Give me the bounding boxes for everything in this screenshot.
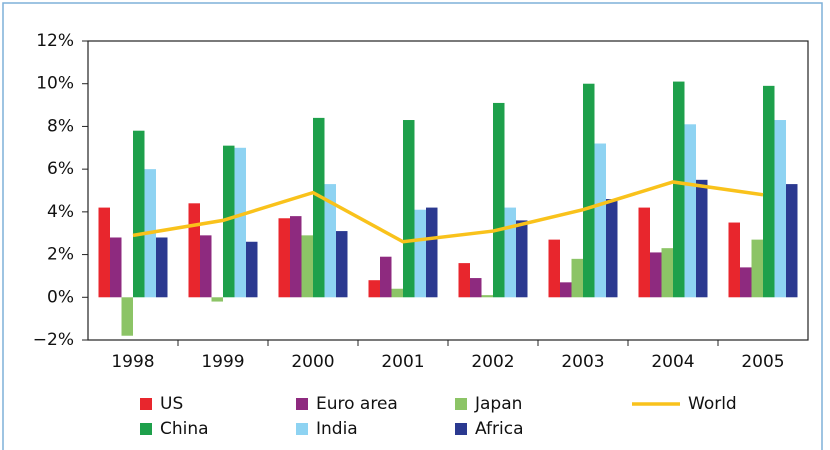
legend-swatch (296, 398, 308, 410)
y-tick-label: 10% (36, 74, 74, 94)
legend-swatch (296, 423, 308, 435)
bar (368, 280, 380, 298)
bar (470, 278, 482, 298)
bar (391, 288, 403, 298)
x-tick-label: 1998 (111, 352, 154, 372)
x-tick-label: 1999 (201, 352, 244, 372)
legend-label: Japan (474, 394, 522, 414)
y-tick-label: 8% (47, 116, 74, 136)
bar (650, 252, 662, 298)
bar (673, 81, 685, 298)
bar (133, 130, 145, 298)
legend-swatch (140, 398, 152, 410)
y-tick-label: 4% (47, 202, 74, 222)
bar (223, 145, 235, 298)
legend-label: World (688, 394, 737, 414)
bar (313, 117, 325, 298)
legend-swatch (455, 423, 467, 435)
x-tick-label: 2002 (471, 352, 514, 372)
y-tick-label: 0% (47, 287, 74, 307)
bar (403, 120, 415, 298)
y-tick-label: 2% (47, 245, 74, 265)
bar (188, 203, 200, 298)
bar (661, 248, 673, 298)
x-tick-label: 2001 (381, 352, 424, 372)
legend-label: Africa (475, 419, 524, 439)
bar (606, 199, 618, 298)
bar (516, 220, 528, 298)
bar (696, 179, 708, 298)
bar (763, 85, 775, 298)
x-tick-label: 2000 (291, 352, 334, 372)
bar (324, 184, 336, 298)
legend-swatch (140, 423, 152, 435)
legend-label: India (316, 419, 358, 439)
bar (684, 124, 696, 298)
bar (774, 120, 786, 298)
bar (751, 239, 763, 298)
y-tick-label: 6% (47, 159, 74, 179)
bar (211, 297, 223, 302)
legend-label: US (160, 394, 183, 414)
bar (290, 216, 302, 298)
bar (380, 256, 392, 298)
bar (786, 184, 798, 298)
bar (493, 102, 505, 298)
bar (414, 209, 426, 298)
bar (583, 83, 595, 298)
bar (548, 239, 560, 298)
bar (728, 222, 740, 298)
y-tick-label: 12% (36, 31, 74, 51)
legend-label: Euro area (316, 394, 398, 414)
legend-label: China (160, 419, 209, 439)
bar (278, 218, 290, 298)
bar (336, 231, 348, 298)
bar (638, 207, 650, 298)
plot-frame (87, 40, 809, 341)
bar (234, 147, 246, 298)
line (132, 180, 764, 244)
y-tick-label: −2% (33, 330, 74, 350)
bar (571, 258, 583, 298)
bar (156, 237, 168, 298)
bar (481, 295, 493, 298)
bar (426, 207, 438, 298)
bar (560, 282, 572, 298)
x-tick-label: 2005 (741, 352, 784, 372)
bar (458, 263, 470, 298)
bar (246, 241, 258, 298)
bar (301, 235, 313, 298)
bar (504, 207, 516, 298)
bar (740, 267, 752, 298)
bar (121, 297, 133, 336)
bar (594, 143, 606, 298)
x-tick-label: 2004 (651, 352, 694, 372)
bar (110, 237, 122, 298)
bar (98, 207, 110, 298)
legend-swatch (455, 398, 467, 410)
bar (200, 235, 212, 298)
x-tick-label: 2003 (561, 352, 604, 372)
